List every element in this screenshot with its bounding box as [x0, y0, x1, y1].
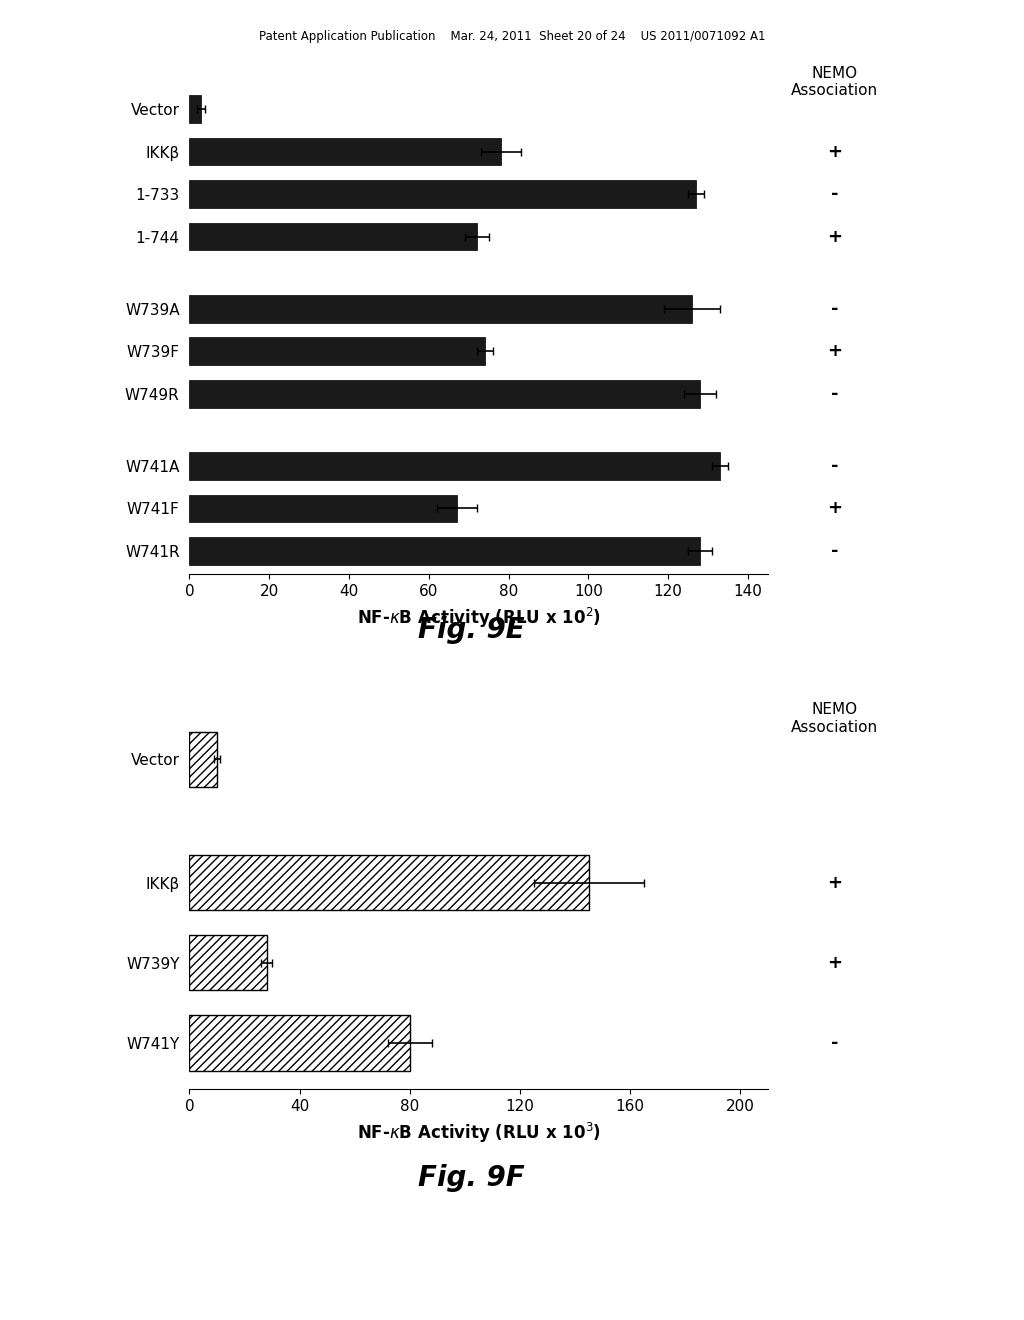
- Bar: [189, 181, 696, 209]
- Text: Fig. 9F: Fig. 9F: [418, 1164, 524, 1192]
- Text: Patent Application Publication    Mar. 24, 2011  Sheet 20 of 24    US 2011/00710: Patent Application Publication Mar. 24, …: [259, 30, 765, 44]
- Bar: [189, 294, 692, 322]
- Text: +: +: [827, 227, 842, 246]
- X-axis label: NF-$\kappa$B Activity (RLU x 10$^2$): NF-$\kappa$B Activity (RLU x 10$^2$): [356, 606, 601, 630]
- Bar: [189, 95, 202, 123]
- Text: +: +: [827, 342, 842, 360]
- Text: -: -: [830, 1034, 839, 1052]
- Bar: [189, 495, 457, 523]
- Text: -: -: [830, 185, 839, 203]
- Bar: [189, 451, 720, 479]
- Text: +: +: [827, 143, 842, 161]
- Bar: [189, 380, 700, 408]
- Text: -: -: [830, 457, 839, 475]
- Text: +: +: [827, 874, 842, 891]
- Bar: [189, 137, 501, 165]
- Text: -: -: [830, 384, 839, 403]
- Bar: [189, 338, 484, 366]
- Text: -: -: [830, 541, 839, 560]
- Bar: [189, 935, 266, 990]
- Bar: [189, 855, 589, 911]
- Bar: [189, 537, 700, 565]
- Text: -: -: [830, 300, 839, 318]
- Text: Fig. 9E: Fig. 9E: [418, 616, 524, 644]
- Text: NEMO
Association: NEMO Association: [791, 66, 879, 99]
- Bar: [189, 731, 217, 787]
- Text: NEMO
Association: NEMO Association: [791, 702, 879, 735]
- Text: +: +: [827, 499, 842, 517]
- Bar: [189, 223, 477, 251]
- Text: +: +: [827, 954, 842, 972]
- X-axis label: NF-$\kappa$B Activity (RLU x 10$^3$): NF-$\kappa$B Activity (RLU x 10$^3$): [356, 1121, 601, 1144]
- Bar: [189, 1015, 410, 1071]
